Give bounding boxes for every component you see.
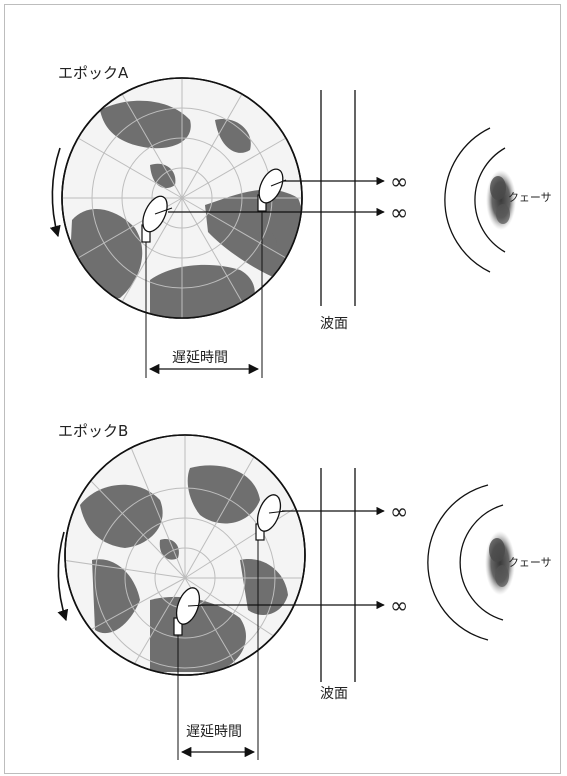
radio-antenna-b1 xyxy=(255,494,287,541)
epoch-a-panel: エポックA xyxy=(49,64,552,378)
epoch-a-title: エポックA xyxy=(58,64,129,82)
infinity-symbol-b1: ∞ xyxy=(390,500,408,525)
quasar-label-a: クェーサ xyxy=(508,191,552,204)
quasar-a xyxy=(444,127,516,273)
wavefront-label-b: 波面 xyxy=(320,686,348,702)
rotation-arrow-b xyxy=(57,531,69,622)
infinity-symbol-a1: ∞ xyxy=(390,170,408,195)
radio-antenna-a1 xyxy=(257,168,287,212)
radio-antenna-a2 xyxy=(141,195,173,243)
epoch-b-title: エポックB xyxy=(58,422,128,440)
infinity-symbol-a2: ∞ xyxy=(390,201,408,226)
infinity-symbol-b2: ∞ xyxy=(390,594,408,619)
quasar-b xyxy=(427,484,515,641)
delay-label-b: 遅延時間 xyxy=(186,724,242,740)
wavefront-label-a: 波面 xyxy=(320,316,348,332)
globe-b xyxy=(64,434,306,676)
quasar-label-b: クェーサ xyxy=(508,556,552,569)
rotation-arrow-a xyxy=(49,147,61,238)
epoch-b-panel: エポックB xyxy=(57,422,552,760)
delay-label-a: 遅延時間 xyxy=(172,350,228,366)
